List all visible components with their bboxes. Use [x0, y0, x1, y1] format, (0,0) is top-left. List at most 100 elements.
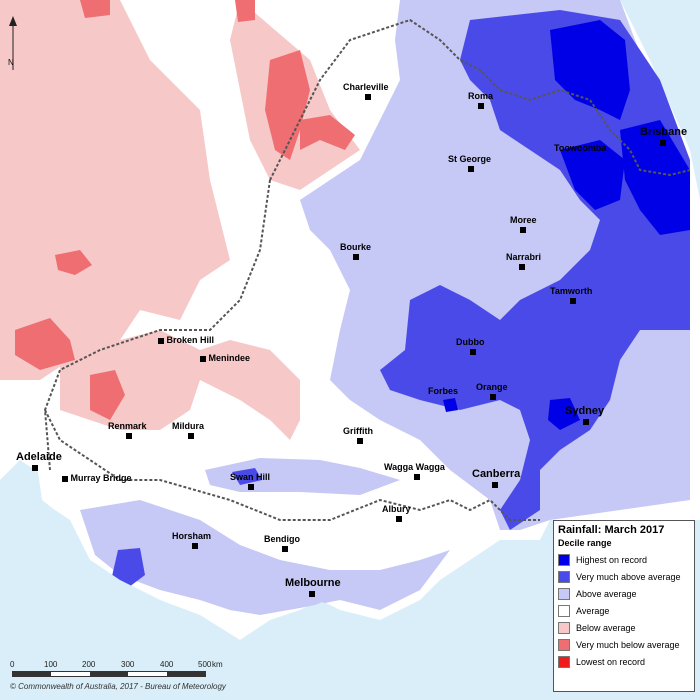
legend-item: Highest on record [554, 551, 694, 568]
city-marker [188, 432, 194, 439]
city-horsham: Horsham [172, 532, 211, 550]
legend: Rainfall: March 2017 Decile range Highes… [553, 520, 695, 692]
very-above-region-east [380, 10, 690, 530]
city-tamworth: Tamworth [550, 287, 592, 305]
legend-swatch [558, 604, 570, 617]
city-murray-bridge: Murray Bridge [62, 474, 132, 483]
very-below-region-6 [80, 0, 110, 18]
legend-title: Rainfall: March 2017 [558, 524, 665, 536]
scale-tick: 400 [160, 660, 174, 669]
ocean-south [0, 462, 700, 700]
city-canberra: Canberra [472, 469, 520, 491]
legend-swatch [558, 621, 570, 634]
city-menindee: Menindee [200, 354, 250, 363]
city-narrabri: Narrabri [506, 253, 541, 271]
city-marker [248, 483, 254, 490]
legend-item: Very much below average [554, 636, 694, 653]
north-label: N [8, 58, 14, 67]
record-high-region-north [550, 20, 630, 120]
city-forbes: Forbes [428, 386, 459, 396]
city-marker [309, 591, 315, 598]
city-st-george: St George [448, 155, 491, 173]
city-marker [282, 545, 288, 552]
legend-item: Lowest on record [554, 653, 694, 670]
city-marker [414, 473, 420, 480]
very-below-region-7 [235, 0, 255, 22]
city-bourke: Bourke [340, 243, 371, 261]
city-adelaide: Adelaide [16, 452, 62, 474]
scale-tick: 300 [121, 660, 135, 669]
legend-label: Very much above average [576, 571, 681, 582]
scale-unit: km [212, 660, 223, 669]
city-marker [519, 263, 525, 270]
city-marker [490, 393, 496, 400]
very-below-region-3 [15, 318, 75, 370]
legend-subtitle: Decile range [558, 538, 612, 548]
city-griffith: Griffith [343, 427, 373, 445]
scale-tick: 100 [44, 660, 58, 669]
city-marker [192, 542, 198, 549]
legend-label: Average [576, 605, 610, 616]
city-melbourne: Melbourne [285, 578, 341, 600]
above-average-region-south [80, 500, 450, 615]
legend-label: Very much below average [576, 639, 680, 650]
legend-swatch [558, 655, 570, 668]
below-average-region-central [60, 330, 300, 440]
legend-swatch [558, 570, 570, 583]
city-marker [396, 515, 402, 522]
city-sydney: Sydney [565, 406, 604, 428]
city-marker [468, 165, 474, 172]
north-arrow-icon [9, 16, 17, 70]
border-sa-west [43, 179, 271, 471]
legend-swatch [558, 638, 570, 651]
city-dubbo: Dubbo [456, 338, 485, 356]
scale-bar-graphic [12, 671, 206, 677]
scale-tick: 200 [82, 660, 96, 669]
city-marker [660, 140, 666, 147]
city-toowoomba: Toowoomba [554, 143, 607, 153]
record-high-region-brisbane [620, 120, 690, 235]
legend-item: Below average [554, 619, 694, 636]
very-below-region-1 [265, 50, 310, 160]
very-below-region-2 [300, 115, 355, 150]
legend-swatch [558, 553, 570, 566]
city-marker [470, 348, 476, 355]
city-charleville: Charleville [343, 83, 389, 101]
very-below-region-5 [55, 250, 92, 275]
city-marker [492, 482, 498, 489]
city-moree: Moree [510, 216, 537, 234]
city-orange: Orange [476, 383, 508, 401]
border-vic-nsw [44, 409, 540, 521]
city-marker [32, 465, 38, 472]
city-bendigo: Bendigo [264, 535, 300, 553]
city-marker [353, 253, 359, 260]
scale-bar: 0 100 200 300 400 500 km [10, 660, 223, 677]
border-qld-nsw [269, 18, 691, 181]
city-marker [357, 437, 363, 444]
very-above-region-swanhill [232, 468, 262, 485]
city-brisbane: Brisbane [640, 127, 687, 149]
city-marker [62, 475, 68, 482]
city-marker [478, 102, 484, 109]
city-albury: Albury [382, 505, 411, 523]
scale-tick: 500 [198, 660, 212, 669]
north-arrow: N [6, 14, 20, 72]
legend-label: Below average [576, 622, 636, 633]
legend-item: Very much above average [554, 568, 694, 585]
city-broken-hill: Broken Hill [158, 336, 214, 345]
scale-tick: 0 [10, 660, 15, 669]
city-swan-hill: Swan Hill [230, 473, 270, 491]
city-roma: Roma [468, 92, 493, 110]
city-renmark: Renmark [108, 422, 147, 440]
city-marker [520, 226, 526, 233]
credit-text: © Commonwealth of Australia, 2017 - Bure… [10, 682, 226, 691]
record-high-region-toowoomba [560, 140, 625, 210]
legend-label: Lowest on record [576, 656, 646, 667]
legend-label: Above average [576, 588, 637, 599]
below-average-region-west [0, 0, 230, 380]
legend-item: Average [554, 602, 694, 619]
legend-swatch [558, 587, 570, 600]
city-marker [158, 337, 164, 344]
